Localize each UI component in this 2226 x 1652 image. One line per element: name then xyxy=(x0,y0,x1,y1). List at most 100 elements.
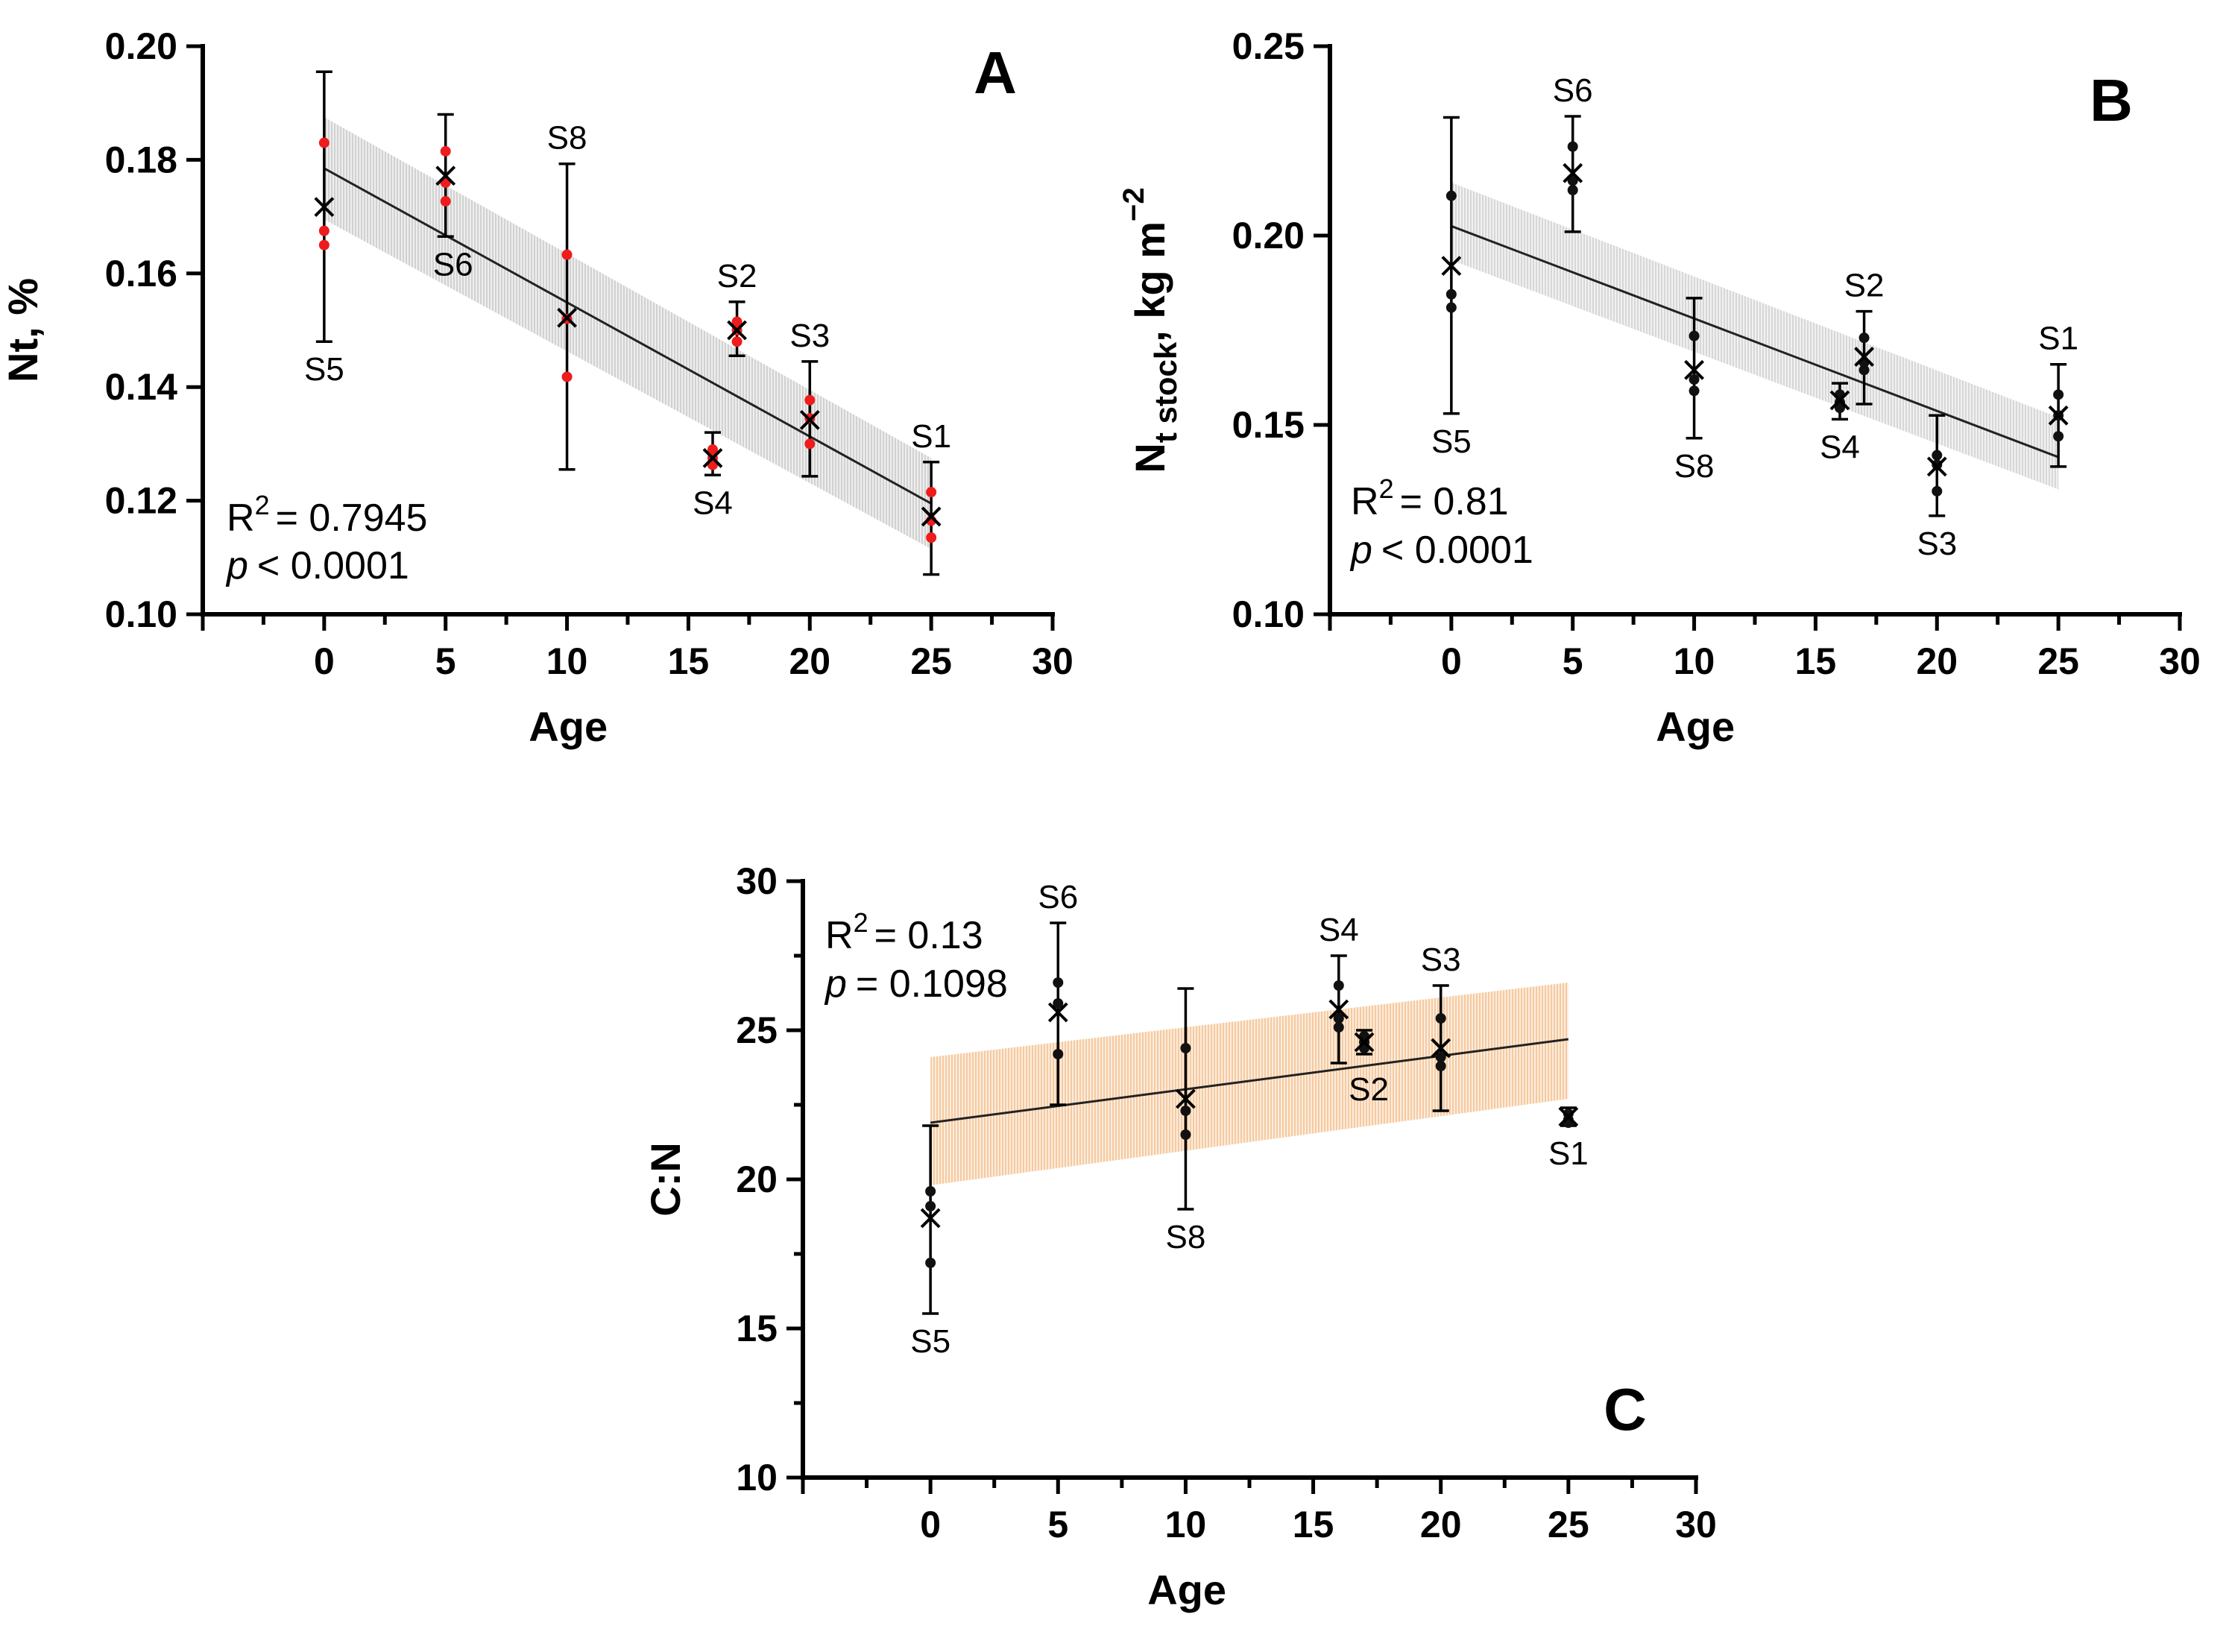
y-title-superscript: −2 xyxy=(1117,187,1150,221)
site-group: S5 xyxy=(304,70,344,388)
site-label: S2 xyxy=(1844,268,1885,304)
mean-marker xyxy=(920,1208,941,1229)
data-point xyxy=(1932,450,1943,461)
site-group: S3 xyxy=(1421,942,1461,1112)
site-group: S4 xyxy=(693,431,733,521)
mean-marker xyxy=(2048,405,2069,426)
r-squared-value: = 0.81 xyxy=(1400,480,1509,523)
mean-marker xyxy=(1354,1032,1375,1053)
site-group: S8 xyxy=(547,120,587,471)
data-point xyxy=(1932,485,1943,496)
y-tick-label: 0.20 xyxy=(1232,215,1305,256)
site-label: S6 xyxy=(1553,72,1593,109)
data-point xyxy=(1333,1013,1344,1024)
mean-marker xyxy=(1328,999,1349,1020)
site-label: S3 xyxy=(1421,942,1461,978)
data-point xyxy=(1180,1043,1191,1053)
site-group: S1 xyxy=(911,418,951,576)
data-point xyxy=(804,394,816,406)
site-label: S1 xyxy=(911,418,951,455)
y-axis-title: Nt stock, kg m−2 xyxy=(1117,187,1183,473)
x-tick-label: 30 xyxy=(2159,640,2201,682)
mean-marker xyxy=(1926,456,1947,477)
p-value-text: p < 0.0001 xyxy=(1349,529,1533,572)
y-tick-label: 25 xyxy=(736,1009,778,1051)
data-point xyxy=(1689,374,1700,385)
data-point xyxy=(440,145,451,157)
x-tick-label: 10 xyxy=(1165,1504,1207,1545)
mean-marker xyxy=(1563,163,1583,183)
site-label: S1 xyxy=(1548,1135,1589,1172)
site-label: S4 xyxy=(1319,912,1359,948)
confidence-band xyxy=(1451,182,2059,490)
site-label: S2 xyxy=(1349,1071,1389,1108)
site-group: S8 xyxy=(1166,987,1205,1255)
p-symbol: p xyxy=(824,962,847,1006)
panel-letter: B xyxy=(2090,67,2133,133)
x-tick-label: 5 xyxy=(1047,1504,1068,1545)
y-tick-label: 15 xyxy=(736,1308,778,1349)
r-squared-superscript: 2 xyxy=(854,907,868,938)
regression-line xyxy=(324,167,932,505)
r-squared-symbol: R xyxy=(227,496,255,540)
x-tick-label: 5 xyxy=(435,640,456,682)
site-group: S4 xyxy=(1820,382,1860,465)
y-title-subscript: t stock xyxy=(1148,341,1183,443)
y-tick-label: 0.10 xyxy=(105,593,177,635)
data-point xyxy=(440,196,451,207)
p-symbol: p xyxy=(225,544,248,587)
y-tick-label: 0.10 xyxy=(1232,593,1305,635)
y-tick-label: 20 xyxy=(736,1158,778,1200)
x-axis-title: Age xyxy=(1147,1566,1226,1613)
mean-marker xyxy=(921,506,942,527)
p-value-text: p < 0.0001 xyxy=(225,544,409,587)
data-point xyxy=(1180,1106,1191,1116)
data-point xyxy=(926,532,937,543)
x-tick-label: 20 xyxy=(1420,1504,1462,1545)
data-point xyxy=(2053,431,2064,442)
x-tick-label: 25 xyxy=(910,640,952,682)
data-point xyxy=(707,444,718,455)
x-tick-label: 0 xyxy=(1441,640,1462,682)
data-point xyxy=(1053,998,1064,1009)
x-tick-label: 30 xyxy=(1032,640,1073,682)
y-tick-label: 30 xyxy=(736,860,778,902)
p-value: < 0.0001 xyxy=(1381,529,1533,572)
site-label: S5 xyxy=(910,1323,950,1360)
mean-marker xyxy=(727,320,747,341)
site-group: S6 xyxy=(1553,72,1593,233)
x-tick-label: 0 xyxy=(314,640,335,682)
site-group: S3 xyxy=(789,318,830,478)
site-label: S8 xyxy=(1674,448,1715,485)
data-point xyxy=(1689,330,1700,341)
site-group: S8 xyxy=(1674,297,1715,485)
r-squared-text: R2 = 0.81 xyxy=(1351,473,1509,523)
data-point xyxy=(926,487,937,498)
regression-line xyxy=(930,1038,1569,1124)
site-label: S4 xyxy=(1820,429,1860,465)
panel-b: 0 5 10 15 20 25 30 0.10 0.15 0.20 0.25 Age Nt stock,… xyxy=(1117,25,2201,750)
site-group: S3 xyxy=(1917,414,1957,562)
data-point xyxy=(1445,190,1457,201)
data-point xyxy=(2053,389,2064,400)
r-squared-text: R2 = 0.13 xyxy=(825,907,983,957)
data-point xyxy=(925,1186,936,1197)
x-tick-label: 25 xyxy=(2037,640,2079,682)
p-value-text: p = 0.1098 xyxy=(824,962,1008,1006)
site-label: S1 xyxy=(2038,321,2078,357)
data-point xyxy=(1567,185,1578,196)
x-tick-label: 20 xyxy=(789,640,830,682)
mean-marker xyxy=(1829,390,1850,411)
y-tick-label: 0.25 xyxy=(1232,25,1305,67)
data-point xyxy=(561,249,573,260)
mean-marker xyxy=(1176,1088,1196,1109)
y-tick-label: 0.18 xyxy=(105,139,177,180)
site-label: S6 xyxy=(433,246,473,283)
site-group: S2 xyxy=(1349,1029,1389,1108)
site-label: S5 xyxy=(1431,423,1472,460)
x-tick-label: 30 xyxy=(1675,1504,1717,1545)
y-title-main: N xyxy=(1126,443,1173,473)
panel-letter: A xyxy=(974,40,1017,106)
y-axis-title: Nt, % xyxy=(0,278,46,382)
